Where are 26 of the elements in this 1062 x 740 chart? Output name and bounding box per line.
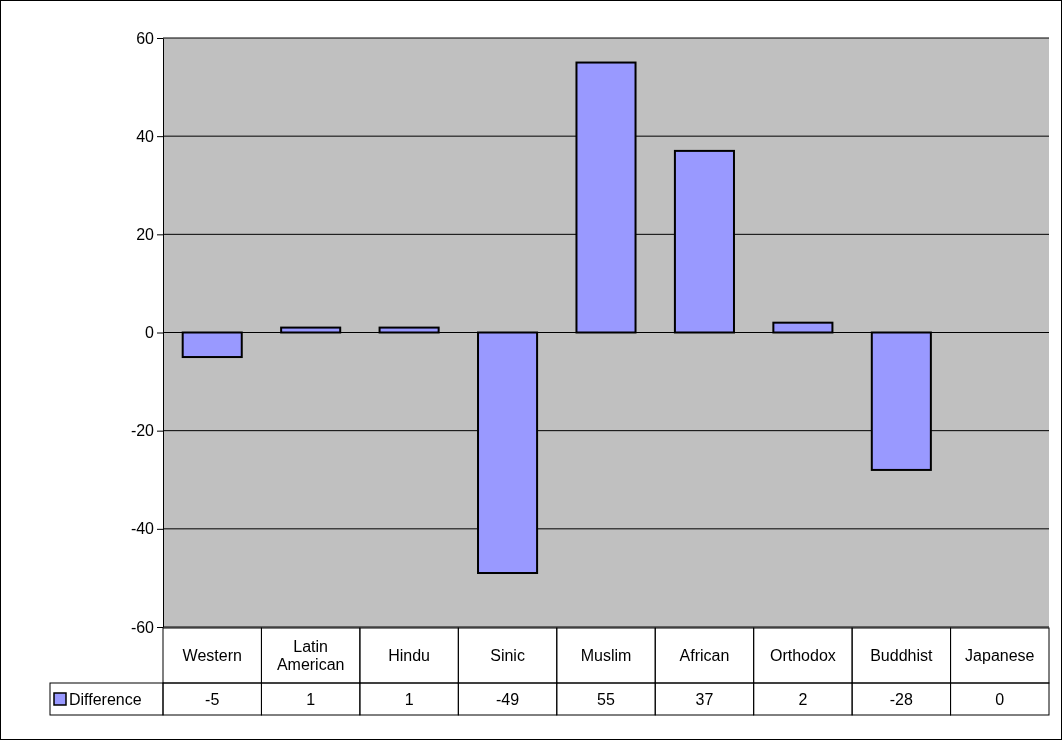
x-tick-label: African xyxy=(679,647,730,664)
legend-label: Difference xyxy=(69,691,142,708)
y-tick-label: 60 xyxy=(136,29,155,47)
y-tick-label: 40 xyxy=(136,127,155,145)
data-label: 55 xyxy=(597,691,615,708)
x-tick-label: Latin American xyxy=(276,638,345,673)
x-tick-label: Orthodox xyxy=(769,647,836,664)
data-label: 37 xyxy=(695,691,714,708)
y-tick-label: 20 xyxy=(136,225,155,243)
data-label: 0 xyxy=(995,691,1005,708)
data-label: 1 xyxy=(306,691,316,708)
data-label: -49 xyxy=(495,691,520,708)
data-label: -28 xyxy=(889,691,913,708)
y-tick-label: -60 xyxy=(130,618,155,636)
x-tick-label: Hindu xyxy=(388,647,431,664)
y-tick-label: -20 xyxy=(130,422,155,440)
y-tick-label: -40 xyxy=(130,520,155,538)
x-tick-label: Muslim xyxy=(580,647,632,664)
y-tick-label: 0 xyxy=(145,324,155,342)
data-label: 2 xyxy=(798,691,808,708)
data-label: 1 xyxy=(404,691,414,708)
x-tick-label: Japanese xyxy=(965,647,1035,664)
x-tick-label: Buddhist xyxy=(870,647,934,664)
x-tick-label: Western xyxy=(182,647,242,664)
data-label: -5 xyxy=(205,691,220,708)
x-tick-label: Sinic xyxy=(490,647,525,664)
